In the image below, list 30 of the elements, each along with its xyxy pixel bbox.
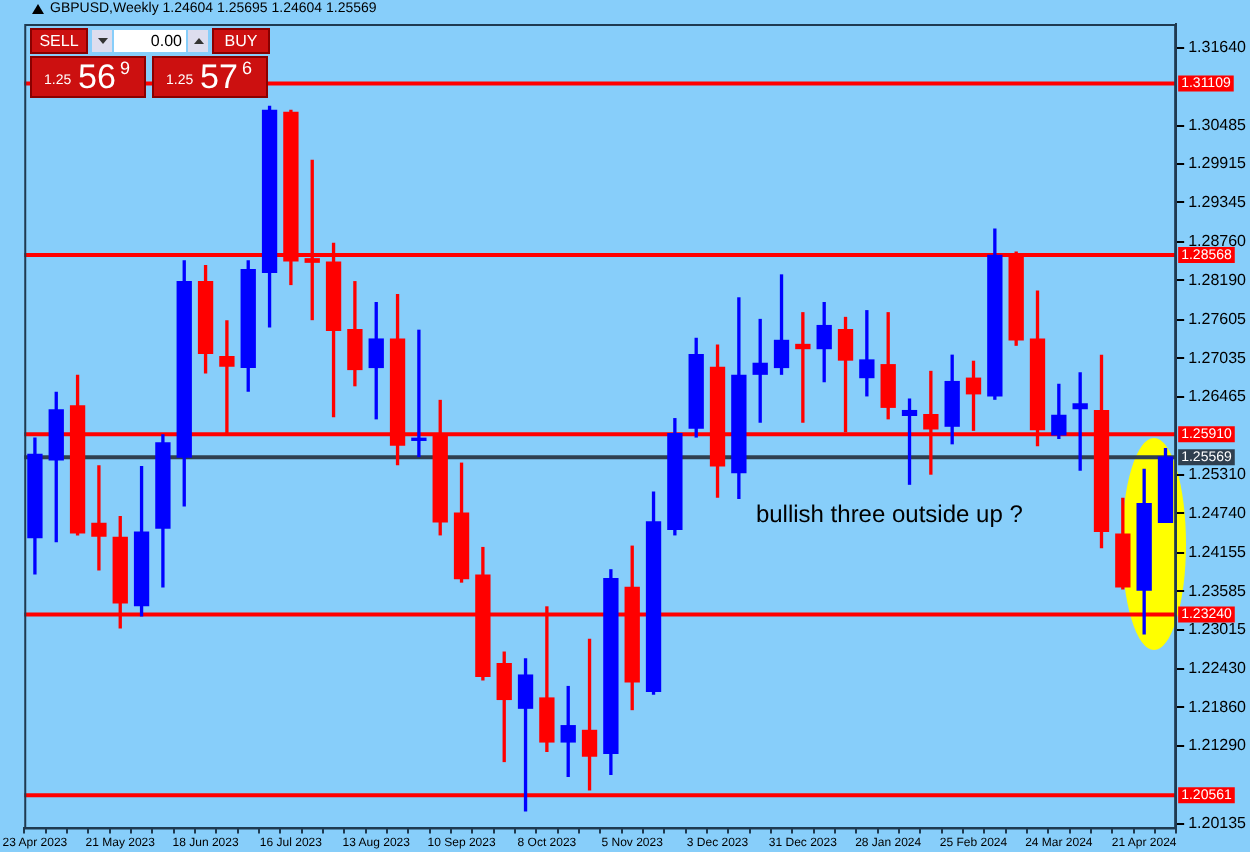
annotation: SELL [30,28,88,54]
annotation: 6 [242,58,253,78]
y-tick-label: 1.25310 [1188,465,1248,484]
annotation: 9 [120,58,131,78]
annotation: 0.00 [114,30,186,52]
y-tick-label: 1.20135 [1188,814,1248,833]
annotation: BUY [212,28,270,54]
candlestick [411,329,427,458]
y-tick-label: 1.31640 [1188,38,1248,57]
y-tick-label: 1.22430 [1188,659,1248,678]
y-tick-label: 1.29345 [1188,192,1248,211]
candlestick [91,465,107,571]
y-tick-label: 1.21290 [1188,736,1248,755]
y-tick-label: 1.23585 [1188,581,1248,600]
y-tick-label: 1.24155 [1188,543,1248,562]
candlestick [795,312,811,423]
y-tick-label: 1.26465 [1188,387,1248,406]
annotation: 57 [200,58,238,98]
y-tick-label: 1.21860 [1188,697,1248,716]
annotation: 56 [78,58,116,98]
y-tick-label: 1.23015 [1188,619,1248,638]
y-tick-label: 1.27035 [1188,348,1248,367]
annotation: bullish three outside up ? [755,499,1023,528]
y-tick-label: 1.30485 [1188,115,1248,134]
candlestick [859,310,875,397]
y-tick-label: 1.24740 [1188,503,1248,522]
y-tick-label: 1.29915 [1188,154,1248,173]
y-tick-label: 1.28190 [1188,270,1248,289]
y-tick-label: 1.28760 [1188,232,1248,251]
y-tick-label: 1.27605 [1188,310,1248,329]
